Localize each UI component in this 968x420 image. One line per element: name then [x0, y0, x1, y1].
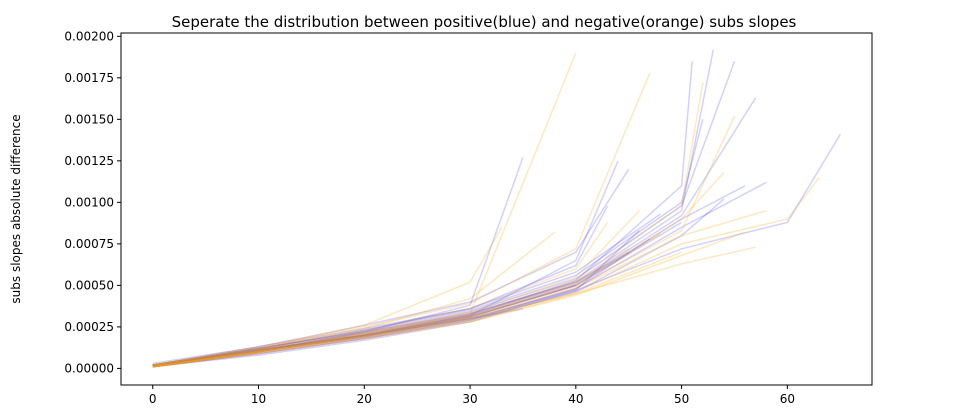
series-line-32 — [152, 231, 746, 368]
x-tick-label-1: 10 — [251, 392, 266, 406]
series-line-23 — [152, 233, 661, 366]
series-line-1 — [152, 284, 577, 368]
series-line-11 — [152, 97, 757, 366]
series-line-17 — [152, 119, 704, 366]
series-line-5 — [152, 213, 661, 365]
series-line-4 — [152, 221, 682, 366]
x-tick-label-2: 20 — [357, 392, 372, 406]
y-tick-label-8: 0.00200 — [64, 29, 114, 43]
series-line-28 — [152, 72, 651, 366]
x-tick-label-3: 30 — [462, 392, 477, 406]
y-tick-label-5: 0.00125 — [64, 154, 114, 168]
x-axis: 0 10 20 30 40 50 60 — [149, 385, 795, 406]
chart-title: Seperate the distribution between positi… — [172, 13, 797, 31]
y-tick-label-2: 0.00050 — [64, 278, 114, 292]
series-line-3 — [152, 238, 651, 368]
series-layer — [152, 49, 841, 368]
y-tick-label-4: 0.00100 — [64, 195, 114, 209]
y-axis: 0.00000 0.00025 0.00050 0.00075 0.00100 0.001… — [64, 29, 121, 375]
x-tick-label-4: 40 — [568, 392, 583, 406]
series-line-14 — [152, 168, 630, 366]
series-line-29 — [152, 82, 704, 368]
series-line-7 — [152, 160, 619, 368]
x-tick-label-6: 60 — [780, 392, 795, 406]
series-line-8 — [152, 49, 715, 366]
series-line-10 — [152, 185, 746, 368]
series-line-15 — [152, 61, 693, 366]
x-tick-label-0: 0 — [149, 392, 157, 406]
x-tick-label-5: 50 — [674, 392, 689, 406]
series-line-31 — [152, 171, 725, 368]
series-line-6 — [152, 157, 524, 366]
y-axis-title: subs slopes absolute difference — [9, 114, 23, 303]
series-line-25 — [152, 115, 736, 368]
series-line-21 — [152, 226, 503, 366]
series-line-0 — [152, 307, 524, 366]
series-line-2 — [152, 251, 630, 366]
series-line-30 — [152, 221, 609, 366]
series-line-35 — [152, 209, 767, 368]
series-line-9 — [152, 60, 736, 366]
series-line-22 — [152, 248, 630, 368]
y-tick-label-3: 0.00075 — [64, 237, 114, 251]
series-line-18 — [152, 230, 640, 368]
series-line-12 — [152, 181, 767, 368]
y-tick-label-7: 0.00175 — [64, 71, 114, 85]
series-line-34 — [152, 210, 640, 366]
plot-frame — [120, 32, 873, 386]
series-line-27 — [152, 177, 820, 366]
series-line-13 — [152, 133, 841, 366]
series-line-26 — [152, 246, 756, 368]
series-line-20 — [152, 52, 577, 368]
y-tick-label-0: 0.00000 — [64, 361, 114, 375]
series-line-24 — [152, 251, 682, 368]
series-line-16 — [152, 198, 725, 368]
series-line-19 — [152, 205, 609, 366]
series-line-33 — [152, 231, 556, 366]
y-tick-label-1: 0.00025 — [64, 320, 114, 334]
y-tick-label-6: 0.00150 — [64, 112, 114, 126]
